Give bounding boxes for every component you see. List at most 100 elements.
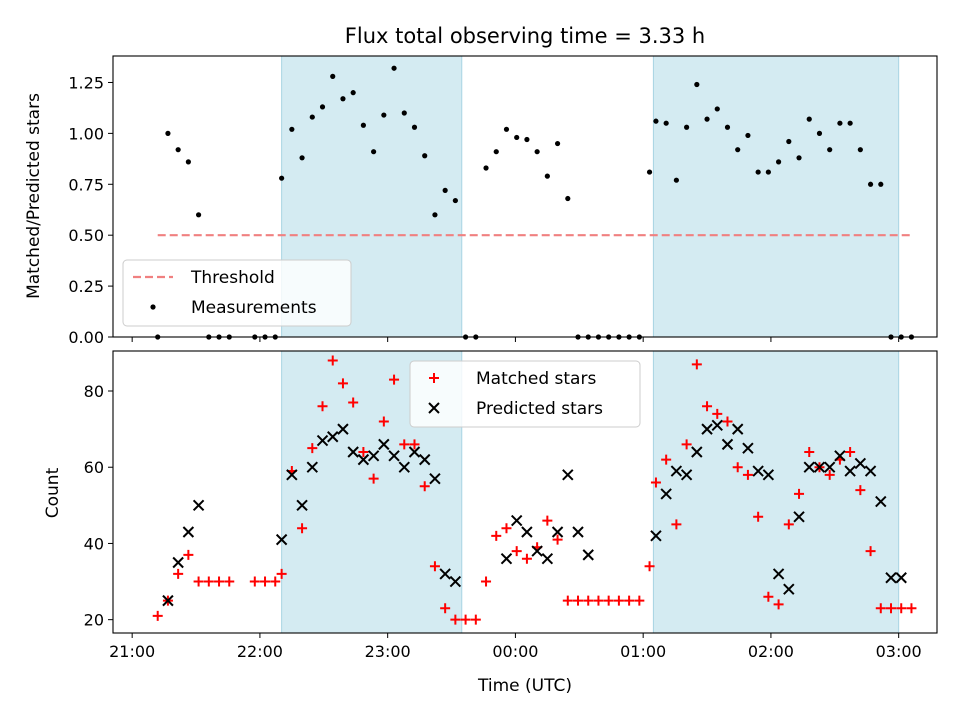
predicted-point — [823, 461, 836, 473]
matched-point — [732, 462, 743, 473]
x-tick-label: 22:00 — [237, 642, 283, 661]
predicted-point — [500, 552, 513, 565]
matched-point — [491, 530, 502, 541]
measurement-point — [371, 149, 377, 155]
matched-point — [583, 595, 594, 606]
legend-label-predicted: Predicted stars — [476, 399, 603, 419]
y-tick-label: 0.00 — [68, 328, 104, 347]
predicted-point — [378, 438, 390, 451]
series-measurements — [155, 65, 915, 340]
measurement-point — [391, 65, 397, 71]
matched-point — [552, 534, 563, 545]
matched-point — [634, 595, 645, 606]
predicted-point — [541, 552, 554, 565]
measurement-point — [309, 114, 315, 120]
measurement-point — [483, 165, 489, 171]
measurement-point — [381, 112, 387, 118]
measurement-point — [847, 120, 853, 126]
predicted-point — [572, 526, 584, 538]
predicted-point — [793, 511, 805, 523]
matched-point — [260, 576, 271, 587]
measurement-point — [544, 173, 550, 179]
matched-point — [368, 473, 379, 484]
matched-point — [773, 599, 784, 610]
predicted-point — [721, 438, 734, 451]
predicted-point — [296, 499, 308, 512]
matched-point — [865, 546, 876, 557]
matched-point — [481, 576, 492, 587]
matched-point — [152, 610, 163, 621]
y-tick-label: 80 — [84, 382, 104, 401]
measurement-point — [663, 120, 669, 126]
x-tick-label: 00:00 — [492, 642, 538, 661]
x-tick-label: 21:00 — [109, 642, 155, 661]
legend-ratio: Threshold Measurements — [122, 259, 352, 327]
matched-point — [317, 401, 328, 412]
count-panel: 20 40 60 80 21:00 22:00 23:00 00:00 01:00 02:00 03… — [84, 350, 938, 661]
legend-label-measurements: Measurements — [191, 298, 317, 318]
measurement-point — [796, 155, 802, 161]
legend-box — [409, 360, 641, 428]
predicted-point — [650, 530, 662, 542]
measurement-point — [775, 159, 782, 165]
predicted-point — [162, 594, 174, 607]
measurement-point — [524, 136, 530, 143]
predicted-point — [192, 499, 205, 512]
measurement-point — [175, 147, 181, 153]
measurement-point — [514, 134, 520, 141]
matched-point — [173, 568, 184, 579]
y-tick-label: 0.75 — [68, 175, 104, 194]
x-tick-label: 01:00 — [620, 642, 666, 661]
predicted-point — [551, 526, 564, 538]
measurement-point — [765, 169, 771, 175]
matched-point — [511, 546, 522, 557]
matched-point — [348, 397, 359, 408]
matched-point — [193, 576, 204, 587]
matched-point — [399, 439, 410, 450]
measurement-point — [684, 124, 690, 130]
matched-point — [337, 378, 348, 389]
axes-frame — [112, 55, 938, 338]
matched-point — [753, 511, 764, 522]
measurement-point — [503, 126, 510, 132]
predicted-point — [813, 461, 826, 473]
measurement-point — [185, 159, 191, 165]
measurement-point — [673, 177, 679, 183]
measurement-point — [878, 181, 884, 187]
predicted-point — [783, 583, 795, 595]
matched-point — [875, 603, 886, 614]
matched-point — [270, 576, 281, 587]
measurement-point — [299, 155, 305, 161]
matched-point — [573, 595, 584, 606]
matched-point — [824, 469, 835, 480]
matched-point — [307, 443, 318, 454]
predicted-point — [510, 514, 523, 527]
matched-point — [276, 568, 287, 579]
measurement-point — [279, 175, 285, 181]
x-tick-label: 03:00 — [876, 642, 922, 661]
predicted-point — [885, 572, 897, 584]
predicted-point — [854, 457, 867, 470]
predicted-point — [582, 549, 594, 561]
axes-frame — [112, 350, 938, 634]
matched-point — [691, 359, 702, 370]
predicted-point — [327, 431, 339, 443]
matched-point — [886, 603, 897, 614]
matched-point — [358, 446, 369, 457]
measurement-point — [867, 181, 874, 187]
measurement-point — [565, 195, 571, 202]
measurement-point — [857, 147, 863, 153]
shaded-interval-1 — [652, 350, 900, 634]
matched-point — [409, 439, 420, 450]
matched-point — [419, 481, 430, 492]
predicted-point — [691, 446, 703, 458]
measurement-point — [714, 106, 720, 112]
measurement-point — [442, 187, 448, 193]
measurement-point — [432, 212, 438, 218]
matched-point — [450, 614, 461, 625]
shaded-interval-1 — [652, 55, 900, 338]
matched-point — [742, 469, 753, 480]
matched-point — [613, 595, 624, 606]
predicted-point — [660, 488, 672, 500]
measurement-point — [319, 104, 326, 110]
